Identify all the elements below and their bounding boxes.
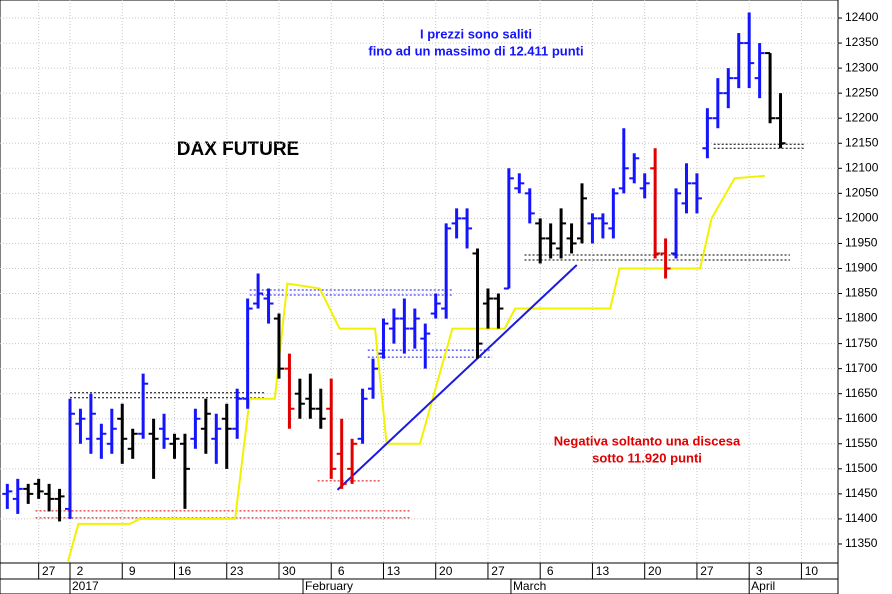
y-tick-label: 11350 (845, 536, 878, 550)
y-tick-label: 11550 (845, 436, 878, 450)
x-tick-label: 2 (77, 564, 84, 578)
x-tick-label: 27 (700, 564, 714, 578)
x-tick-label: 3 (756, 564, 763, 578)
y-tick-label: 11950 (845, 236, 878, 250)
x-tick-label: 16 (178, 564, 192, 578)
annotation: I prezzi sono saliti (420, 26, 532, 41)
y-tick-label: 11750 (845, 336, 878, 350)
x-tick-label: 20 (439, 564, 453, 578)
y-tick-label: 11700 (845, 361, 878, 375)
month-label: March (513, 579, 546, 593)
annotation: sotto 11.920 punti (592, 450, 702, 465)
y-tick-label: 11450 (845, 486, 878, 500)
x-tick-label: 13 (596, 564, 610, 578)
y-tick-label: 12250 (845, 85, 879, 99)
plot-area (0, 0, 839, 564)
x-tick-label: 6 (338, 564, 345, 578)
month-label: February (305, 579, 353, 593)
y-tick-label: 12050 (845, 186, 879, 200)
x-tick-label: 9 (129, 564, 136, 578)
y-tick-label: 12150 (845, 135, 879, 149)
x-tick-label: 20 (648, 564, 662, 578)
y-tick-label: 12300 (845, 60, 879, 74)
y-tick-label: 11800 (845, 311, 878, 325)
month-label: April (751, 579, 775, 593)
x-tick-label: 30 (282, 564, 296, 578)
y-tick-label: 12100 (845, 160, 879, 174)
x-tick-label: 6 (547, 564, 554, 578)
month-label: 2017 (72, 579, 99, 593)
x-tick-label: 10 (805, 564, 819, 578)
chart-title: DAX FUTURE (177, 139, 299, 160)
y-tick-label: 12400 (845, 10, 879, 24)
x-tick-label: 13 (387, 564, 401, 578)
line-series (66, 174, 765, 562)
y-tick-label: 11600 (845, 411, 878, 425)
x-tick-label: 27 (491, 564, 505, 578)
y-tick-label: 11900 (845, 261, 878, 275)
y-tick-label: 12000 (845, 211, 879, 225)
x-tick-label: 23 (230, 564, 244, 578)
y-tick-label: 11500 (845, 461, 878, 475)
line-series (336, 264, 578, 491)
y-tick-label: 11850 (845, 286, 878, 300)
y-tick-label: 11400 (845, 511, 878, 525)
y-tick-label: 11650 (845, 386, 878, 400)
y-tick-label: 12200 (845, 110, 879, 124)
annotation: Negativa soltanto una discesa (554, 433, 741, 448)
x-tick-label: 27 (42, 564, 56, 578)
y-tick-label: 12350 (845, 35, 879, 49)
annotation: fino ad un massimo di 12.411 punti (368, 43, 583, 58)
